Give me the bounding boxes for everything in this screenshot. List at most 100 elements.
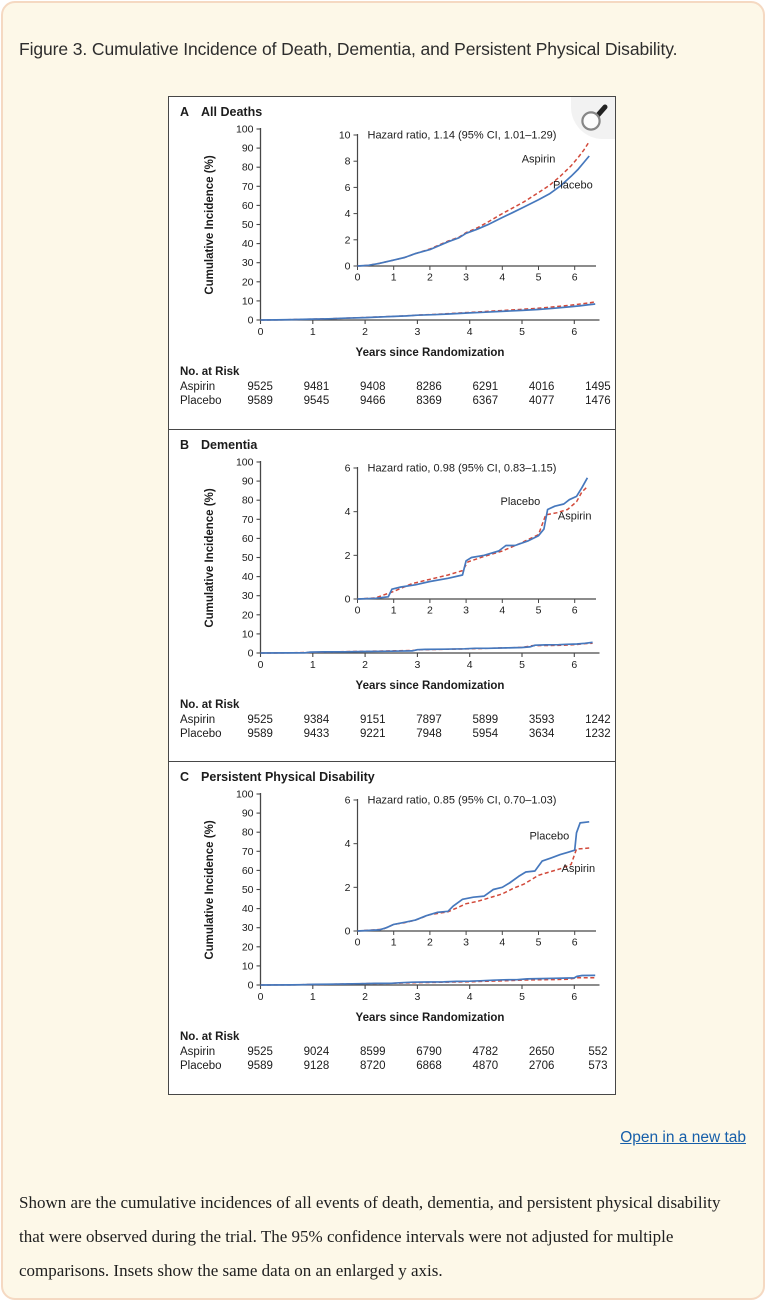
risk-row-placebo: Placebo 9589 9545 9466 8369 6367 4077 1476 xyxy=(169,394,615,408)
inset-x-tick-label: 3 xyxy=(463,937,469,949)
inset-y-tick-label: 10 xyxy=(339,130,351,142)
figure-title: Figure 3. Cumulative Incidence of Death,… xyxy=(19,39,678,59)
inset-x-tick-label: 0 xyxy=(355,937,361,949)
y-tick-label: 10 xyxy=(242,961,254,973)
main-curve-aspirin xyxy=(260,301,596,321)
inset-x-tick-label: 1 xyxy=(391,272,397,284)
x-axis-title: Years since Randomization xyxy=(356,680,505,692)
x-tick-label: 1 xyxy=(310,659,316,671)
inset-curve-placebo xyxy=(357,155,590,267)
figure-caption: Shown are the cumulative incidences of a… xyxy=(19,1193,721,1280)
risk-row-label: Placebo xyxy=(180,1060,222,1073)
x-axis-title: Years since Randomization xyxy=(356,1012,505,1024)
y-axis-title: Cumulative Incidence (%) xyxy=(204,821,216,960)
inset-curve-placebo xyxy=(357,821,590,933)
panel-title: All Deaths xyxy=(201,105,263,119)
open-in-new-tab-link[interactable]: Open in a new tab xyxy=(620,1129,746,1146)
x-tick-label: 5 xyxy=(519,326,525,338)
risk-value-cell: 8720 xyxy=(359,1060,386,1073)
risk-value-cell: 6790 xyxy=(416,1046,442,1059)
x-tick-label: 1 xyxy=(310,991,316,1003)
inset-x-tick-label: 0 xyxy=(355,272,361,284)
y-tick-label: 0 xyxy=(248,980,254,992)
y-tick-label: 50 xyxy=(242,552,254,564)
risk-value-cell: 8286 xyxy=(416,381,442,393)
inset-x-tick-label: 4 xyxy=(499,937,505,949)
risk-value-cell: 4077 xyxy=(528,395,555,407)
y-axis-title: Cumulative Incidence (%) xyxy=(204,488,216,627)
y-tick-label: 0 xyxy=(248,315,254,327)
y-tick-label: 80 xyxy=(242,162,254,174)
risk-row-label: Aspirin xyxy=(180,381,216,393)
x-tick-label: 4 xyxy=(467,326,473,338)
y-tick-label: 60 xyxy=(242,533,254,545)
x-tick-label: 6 xyxy=(571,991,577,1003)
risk-value-cell: 4782 xyxy=(472,1046,499,1059)
inset-x-tick-label: 1 xyxy=(391,937,397,949)
inset-x-tick-label: 4 xyxy=(499,604,505,616)
inset-y-tick-label: 2 xyxy=(345,550,351,562)
risk-value-cell: 4870 xyxy=(472,1060,499,1073)
inset-x-tick-label: 2 xyxy=(427,272,433,284)
risk-table: No. at Risk Aspirin 9525 9024 8599 6790 4782 2… xyxy=(169,1030,615,1073)
risk-value-cell: 9589 xyxy=(247,1060,273,1073)
y-tick-label: 20 xyxy=(242,942,254,954)
hazard-ratio-label: Hazard ratio, 1.14 (95% CI, 1.01–1.29) xyxy=(368,130,557,142)
risk-value-cell: 5899 xyxy=(472,713,499,726)
inset-curve-aspirin xyxy=(357,847,590,933)
x-tick-label: 5 xyxy=(519,659,525,671)
risk-value-cell: 9525 xyxy=(247,713,273,726)
risk-row-placebo: Placebo 9589 9128 8720 6868 4870 2706 573 xyxy=(169,1059,615,1073)
zoom-icon[interactable] xyxy=(571,97,615,139)
series-label-aspirin: Aspirin xyxy=(562,863,596,875)
inset-y-tick-label: 0 xyxy=(345,926,351,938)
series-label-aspirin: Aspirin xyxy=(558,510,592,522)
y-tick-label: 10 xyxy=(242,295,254,307)
risk-table-title: No. at Risk xyxy=(180,1031,240,1044)
y-tick-label: 70 xyxy=(242,513,254,525)
x-axis-title: Years since Randomization xyxy=(356,347,505,359)
inset-y-tick-label: 2 xyxy=(345,882,351,894)
series-label-placebo: Placebo xyxy=(553,180,593,192)
risk-value-cell: 9525 xyxy=(247,1046,273,1059)
risk-value-cell: 4016 xyxy=(528,381,555,393)
risk-value-cell: 9408 xyxy=(359,381,386,393)
y-tick-label: 80 xyxy=(242,827,254,839)
inset-y-tick-label: 0 xyxy=(345,593,351,605)
inset-x-tick-label: 6 xyxy=(572,604,578,616)
inset-x-tick-label: 6 xyxy=(572,272,578,284)
risk-value-cell: 9151 xyxy=(359,713,386,726)
risk-value-cell: 1495 xyxy=(585,381,611,393)
risk-row-aspirin: Aspirin 9525 9024 8599 6790 4782 2650 552 xyxy=(169,1045,615,1059)
y-axis-title: Cumulative Incidence (%) xyxy=(204,155,216,294)
y-tick-label: 60 xyxy=(242,865,254,877)
inset-y-tick-label: 6 xyxy=(345,462,351,474)
risk-value-cell: 9128 xyxy=(303,1060,330,1073)
x-tick-label: 6 xyxy=(571,326,577,338)
panel-title: Persistent Physical Disability xyxy=(201,770,375,785)
risk-value-cell: 9545 xyxy=(303,395,330,407)
x-tick-label: 4 xyxy=(467,991,473,1003)
risk-value-cell: 552 xyxy=(588,1046,608,1059)
y-tick-label: 60 xyxy=(242,200,254,212)
y-tick-label: 40 xyxy=(242,571,254,583)
series-label-placebo: Placebo xyxy=(501,496,541,508)
panel-all-deaths: A All Deaths 0 10 20 30 40 50 60 70 80 90 100 0 1 2 3 4… xyxy=(169,97,615,429)
risk-value-cell: 9525 xyxy=(247,381,273,393)
risk-value-cell: 8369 xyxy=(416,395,442,407)
figure-image[interactable]: A All Deaths 0 10 20 30 40 50 60 70 80 90 100 0 1 2 3 4… xyxy=(168,96,616,1095)
inset-x-tick-label: 2 xyxy=(427,937,433,949)
series-label-aspirin: Aspirin xyxy=(522,154,556,166)
inset-x-tick-label: 0 xyxy=(355,604,361,616)
y-tick-label: 50 xyxy=(242,884,254,896)
risk-value-cell: 9589 xyxy=(247,395,273,407)
panel-letter: B xyxy=(180,437,190,452)
inset-curve-placebo xyxy=(357,477,589,600)
inset-y-tick-label: 0 xyxy=(345,261,351,273)
y-tick-label: 20 xyxy=(242,276,254,288)
risk-value-cell: 9589 xyxy=(247,727,273,740)
risk-value-cell: 2706 xyxy=(528,1060,555,1073)
